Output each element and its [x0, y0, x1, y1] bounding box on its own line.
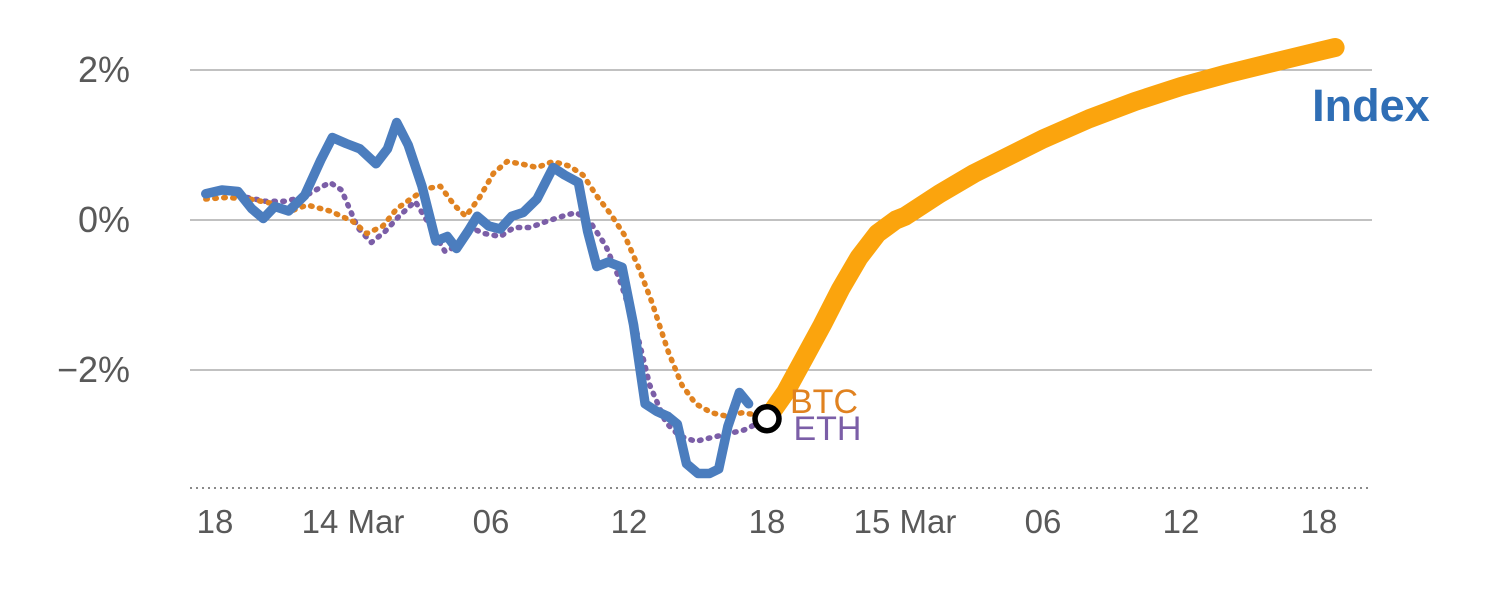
- series-eth-line: [244, 179, 770, 445]
- series-index-line: [201, 117, 754, 479]
- series-label-eth: ETH: [793, 410, 861, 448]
- series-label-index: Index: [1312, 80, 1430, 131]
- current-point-marker: [752, 404, 782, 434]
- x-tick-label: 12: [611, 503, 648, 540]
- series-index-projection-line: [757, 38, 1345, 429]
- x-tick-label: 14 Mar: [302, 503, 405, 540]
- x-tick-label: 18: [197, 503, 234, 540]
- x-tick-label: 18: [1301, 503, 1338, 540]
- y-tick-label: 2%: [78, 49, 130, 90]
- x-tick-label: 06: [1025, 503, 1062, 540]
- x-tick-label: 15 Mar: [854, 503, 957, 540]
- x-tick-label: 18: [749, 503, 786, 540]
- series-label-btc: BTC: [790, 383, 858, 421]
- series-btc-line: [203, 158, 770, 422]
- y-tick-label: 0%: [78, 199, 130, 240]
- x-tick-label: 12: [1163, 503, 1200, 540]
- x-tick-label: 06: [473, 503, 510, 540]
- y-tick-label: −2%: [57, 349, 130, 390]
